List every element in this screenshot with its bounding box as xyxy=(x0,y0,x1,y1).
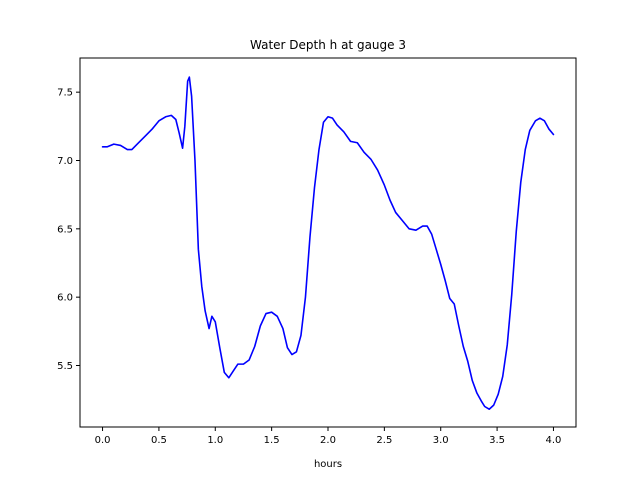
x-axis-label: hours xyxy=(314,459,342,470)
y-tick-label: 6.5 xyxy=(57,224,73,235)
series-line-0 xyxy=(101,76,555,411)
x-tick-label: 0.0 xyxy=(95,435,111,446)
x-tick-label: 2.0 xyxy=(320,435,336,446)
y-axis: 5.5 6.0 6.5 7.0 7.5 xyxy=(57,88,80,372)
y-tick-label: 7.0 xyxy=(57,156,73,167)
x-tick-label: 0.5 xyxy=(151,435,167,446)
x-tick-label: 1.5 xyxy=(264,435,280,446)
x-axis: 0.0 0.5 1.0 1.5 2.0 2.5 3.0 3.5 4.0 xyxy=(95,427,562,446)
chart-title: Water Depth h at gauge 3 xyxy=(250,38,406,52)
x-tick-label: 1.0 xyxy=(207,435,223,446)
x-tick-label: 3.5 xyxy=(489,435,505,446)
y-tick-label: 7.5 xyxy=(57,88,73,99)
y-tick-label: 6.0 xyxy=(57,293,73,304)
x-tick-label: 4.0 xyxy=(546,435,562,446)
x-tick-label: 2.5 xyxy=(376,435,392,446)
y-tick-label: 5.5 xyxy=(57,361,73,372)
x-tick-label: 3.0 xyxy=(433,435,449,446)
